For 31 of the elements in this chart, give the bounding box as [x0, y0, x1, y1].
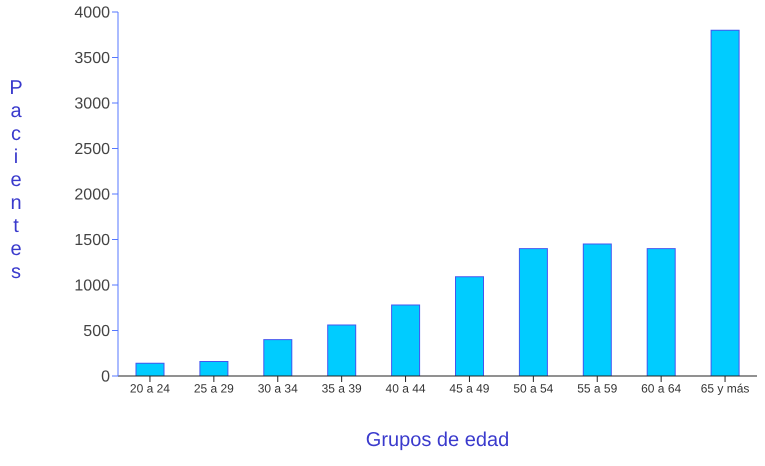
bar	[582, 244, 612, 376]
y-tick-label: 2000	[74, 186, 110, 204]
x-axis-title: Grupos de edad	[366, 429, 510, 451]
x-tick-label: 30 a 34	[258, 382, 298, 396]
y-tick-label: 1000	[74, 278, 110, 295]
bar	[518, 248, 548, 376]
y-tick-label: 3000	[74, 96, 110, 113]
y-tick-label: 500	[83, 323, 110, 340]
x-tick-label: 50 a 54	[513, 382, 554, 396]
x-tick-label: 45 a 49	[449, 382, 490, 396]
x-tick-label: 60 a 64	[641, 382, 682, 396]
x-tick-label: 65 y más	[700, 382, 750, 396]
bar	[391, 304, 420, 376]
x-tick-label: 55 a 59	[577, 382, 618, 396]
y-tick-label: 3500	[74, 50, 110, 68]
y-tick-label: 2500	[74, 141, 110, 158]
bar	[327, 324, 356, 376]
x-tick-label: 25 a 29	[194, 382, 234, 396]
bar	[646, 248, 676, 376]
bar	[710, 30, 740, 376]
bar	[199, 360, 228, 376]
bar	[136, 362, 164, 376]
y-tick-label: 1500	[74, 232, 110, 250]
x-tick-label: 20 a 24	[130, 382, 170, 396]
bar	[455, 276, 484, 376]
text: Pacientes	[9, 77, 23, 283]
bar	[263, 339, 292, 376]
y-tick-label: 0	[101, 368, 110, 386]
x-tick-label: 35 a 39	[322, 382, 362, 396]
y-tick-label: 4000	[74, 4, 110, 22]
x-tick-label: 40 a 44	[386, 382, 426, 396]
